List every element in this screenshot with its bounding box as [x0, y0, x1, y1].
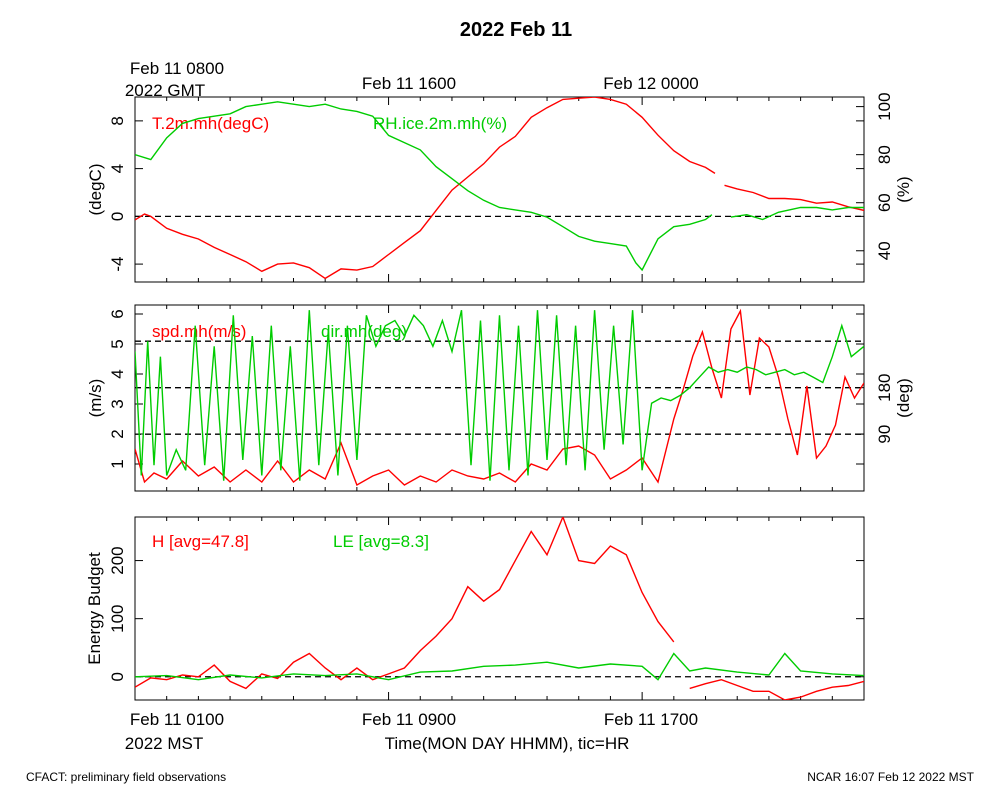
plot-frame	[134, 96, 865, 283]
y-axis-title-right: (deg)	[894, 378, 913, 418]
top-axis-first-label-line1: Feb 11 0800	[130, 59, 224, 78]
series-line-t	[135, 97, 864, 280]
legend-entry: T.2m.mh(degC)	[152, 114, 269, 133]
bottom-axis-label-1700: Feb 11 1700	[604, 710, 698, 729]
y-tick-label-left: 0	[108, 672, 127, 681]
bottom-axis-first-label-line1: Feb 11 0100	[130, 710, 224, 729]
bottom-axis-label-0900: Feb 11 0900	[362, 710, 456, 729]
x-axis-title: Time(MON DAY HHMM), tic=HR	[385, 734, 630, 753]
y-tick-label-left: -4	[108, 257, 127, 272]
legend-entry: LE [avg=8.3]	[333, 532, 429, 551]
series-line-dir	[135, 310, 864, 481]
y-tick-label-right: 180	[875, 373, 894, 401]
y-tick-label-right: 40	[875, 241, 894, 260]
y-tick-label-right: 100	[875, 92, 894, 120]
y-axis-title-left: Energy Budget	[85, 552, 104, 665]
y-tick-label-left: 200	[108, 546, 127, 574]
y-tick-label-right: 80	[875, 145, 894, 164]
plot-frame	[134, 304, 865, 492]
y-tick-label-left: 4	[108, 164, 127, 173]
series-line-le	[135, 652, 864, 681]
y-tick-label-left: 5	[108, 339, 127, 348]
y-tick-label-left: 6	[108, 309, 127, 318]
y-tick-label-right: 60	[875, 193, 894, 212]
legend-entry: dir.mh(deg)	[321, 322, 407, 341]
y-tick-label-left: 8	[108, 116, 127, 125]
plot-frame	[134, 516, 865, 701]
legend-entry: RH.ice.2m.mh(%)	[373, 114, 507, 133]
y-tick-label-right: 90	[875, 425, 894, 444]
y-tick-label-left: 4	[108, 369, 127, 378]
y-tick-label-left: 100	[108, 604, 127, 632]
footer-right: NCAR 16:07 Feb 12 2022 MST	[807, 770, 974, 784]
legend-entry: spd.mh(m/s)	[152, 322, 246, 341]
footer-left: CFACT: preliminary field observations	[26, 770, 226, 784]
y-axis-title-left: (degC)	[86, 164, 105, 216]
y-tick-label-left: 2	[108, 429, 127, 438]
y-axis-title-left: (m/s)	[86, 379, 105, 418]
top-axis-label-0000: Feb 12 0000	[603, 74, 698, 93]
bottom-axis-first-label-line2: 2022 MST	[125, 734, 203, 753]
chart-title: 2022 Feb 11	[460, 19, 572, 41]
series-line-rh	[135, 101, 864, 272]
y-axis-title-right: (%)	[894, 176, 913, 202]
legend-entry: H [avg=47.8]	[152, 532, 249, 551]
panel-wind: 1 2 3 4 5 6 90 180 (m/s) (deg) spd.mh(m/s) dir.mh(d…	[86, 304, 913, 492]
panel-temperature-humidity: -4 0 4 8 40 60 80 100 (degC) (%) T.2m.mh(degC) RH.i…	[86, 92, 913, 283]
y-tick-label-left: 0	[108, 212, 127, 221]
y-tick-label-left: 1	[108, 459, 127, 468]
top-axis-label-1600: Feb 11 1600	[362, 74, 456, 93]
top-axis-first-label-line2: 2022 GMT	[125, 81, 205, 100]
y-tick-label-left: 3	[108, 399, 127, 408]
